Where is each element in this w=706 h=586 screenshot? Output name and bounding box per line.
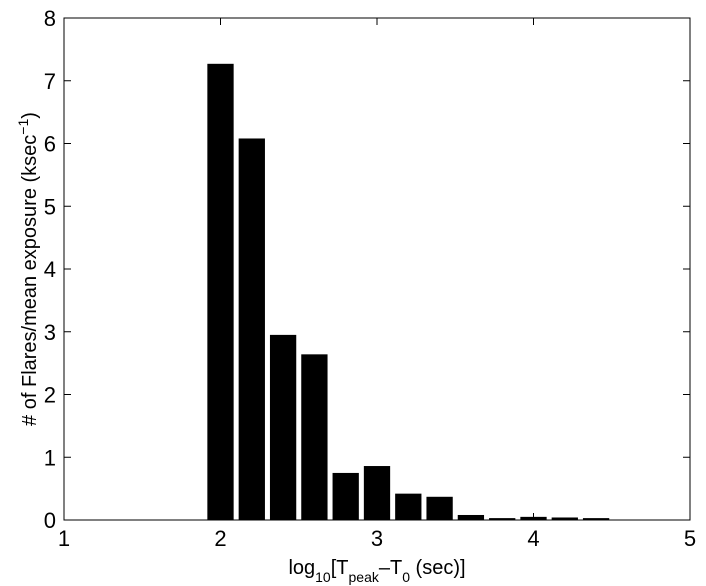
y-tick-label: 6 [44, 132, 56, 157]
x-axis-label-part: 10 [315, 569, 331, 585]
x-tick-label: 1 [58, 526, 70, 551]
x-axis-label: log10[Tpeak–T0 (sec)] [288, 557, 465, 585]
x-tick-label: 4 [527, 526, 539, 551]
bar [457, 514, 485, 520]
bar [426, 496, 453, 520]
x-tick-label: 3 [371, 526, 383, 551]
x-tick-label: 5 [684, 526, 696, 551]
x-tick-label: 2 [214, 526, 226, 551]
plot-frame [63, 17, 691, 521]
bar [551, 517, 578, 520]
x-axis-label-part: log [288, 557, 315, 579]
x-axis-label-part: peak [349, 569, 380, 585]
y-axis-label-part: # of Flares/mean exposure (ksec [19, 135, 41, 426]
y-tick-label: 2 [44, 383, 56, 408]
x-axis-label-part: 0 [402, 569, 410, 585]
bar [582, 518, 610, 520]
y-axis-label-part: ) [19, 112, 41, 119]
y-tick-label: 4 [44, 257, 56, 282]
y-axis-label: # of Flares/mean exposure (ksec−1) [15, 112, 41, 426]
y-tick-label: 7 [44, 69, 56, 94]
x-axis-label-part: (sec)] [410, 557, 466, 579]
bar [489, 518, 516, 520]
bar [395, 493, 422, 520]
y-tick-label: 0 [44, 508, 56, 533]
bar [301, 354, 328, 520]
bar [332, 472, 359, 520]
bar [238, 138, 265, 521]
y-tick-label: 5 [44, 194, 56, 219]
y-tick-label: 3 [44, 320, 56, 345]
y-tick-label: 1 [44, 445, 56, 470]
y-tick-label: 8 [44, 6, 56, 31]
bar [269, 334, 297, 520]
x-axis-label-part: –T [379, 557, 402, 579]
bar [207, 63, 234, 521]
bar [363, 466, 391, 520]
x-axis-label-part: [T [331, 557, 349, 579]
y-axis-label-part: −1 [15, 119, 31, 135]
